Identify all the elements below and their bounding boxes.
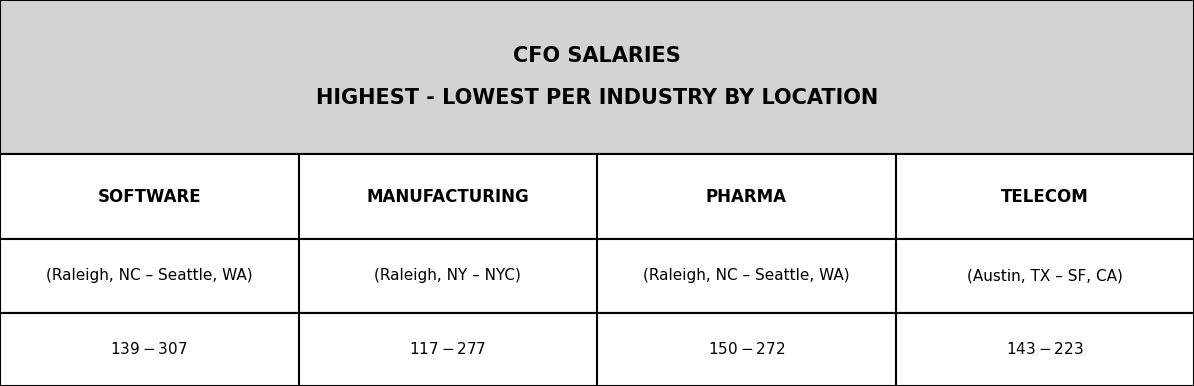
Text: HIGHEST - LOWEST PER INDUSTRY BY LOCATION: HIGHEST - LOWEST PER INDUSTRY BY LOCATIO… [316,88,878,108]
Text: TELECOM: TELECOM [1001,188,1089,206]
Text: (Raleigh, NC – Seattle, WA): (Raleigh, NC – Seattle, WA) [642,269,850,283]
Text: PHARMA: PHARMA [706,188,787,206]
Text: CFO SALARIES: CFO SALARIES [513,46,681,66]
Bar [0,313,1194,386]
Text: $117 - $277: $117 - $277 [410,341,486,357]
Text: SOFTWARE: SOFTWARE [98,188,201,206]
Text: (Austin, TX – SF, CA): (Austin, TX – SF, CA) [967,269,1122,283]
Bar [0,239,1194,313]
Text: (Raleigh, NC – Seattle, WA): (Raleigh, NC – Seattle, WA) [45,269,253,283]
Text: $150 - $272: $150 - $272 [708,341,784,357]
Text: $143 - $223: $143 - $223 [1005,341,1084,357]
Text: $139 - $307: $139 - $307 [111,341,187,357]
Text: MANUFACTURING: MANUFACTURING [367,188,529,206]
Bar [0,0,1194,154]
Bar [0,154,1194,239]
Text: (Raleigh, NY – NYC): (Raleigh, NY – NYC) [374,269,522,283]
